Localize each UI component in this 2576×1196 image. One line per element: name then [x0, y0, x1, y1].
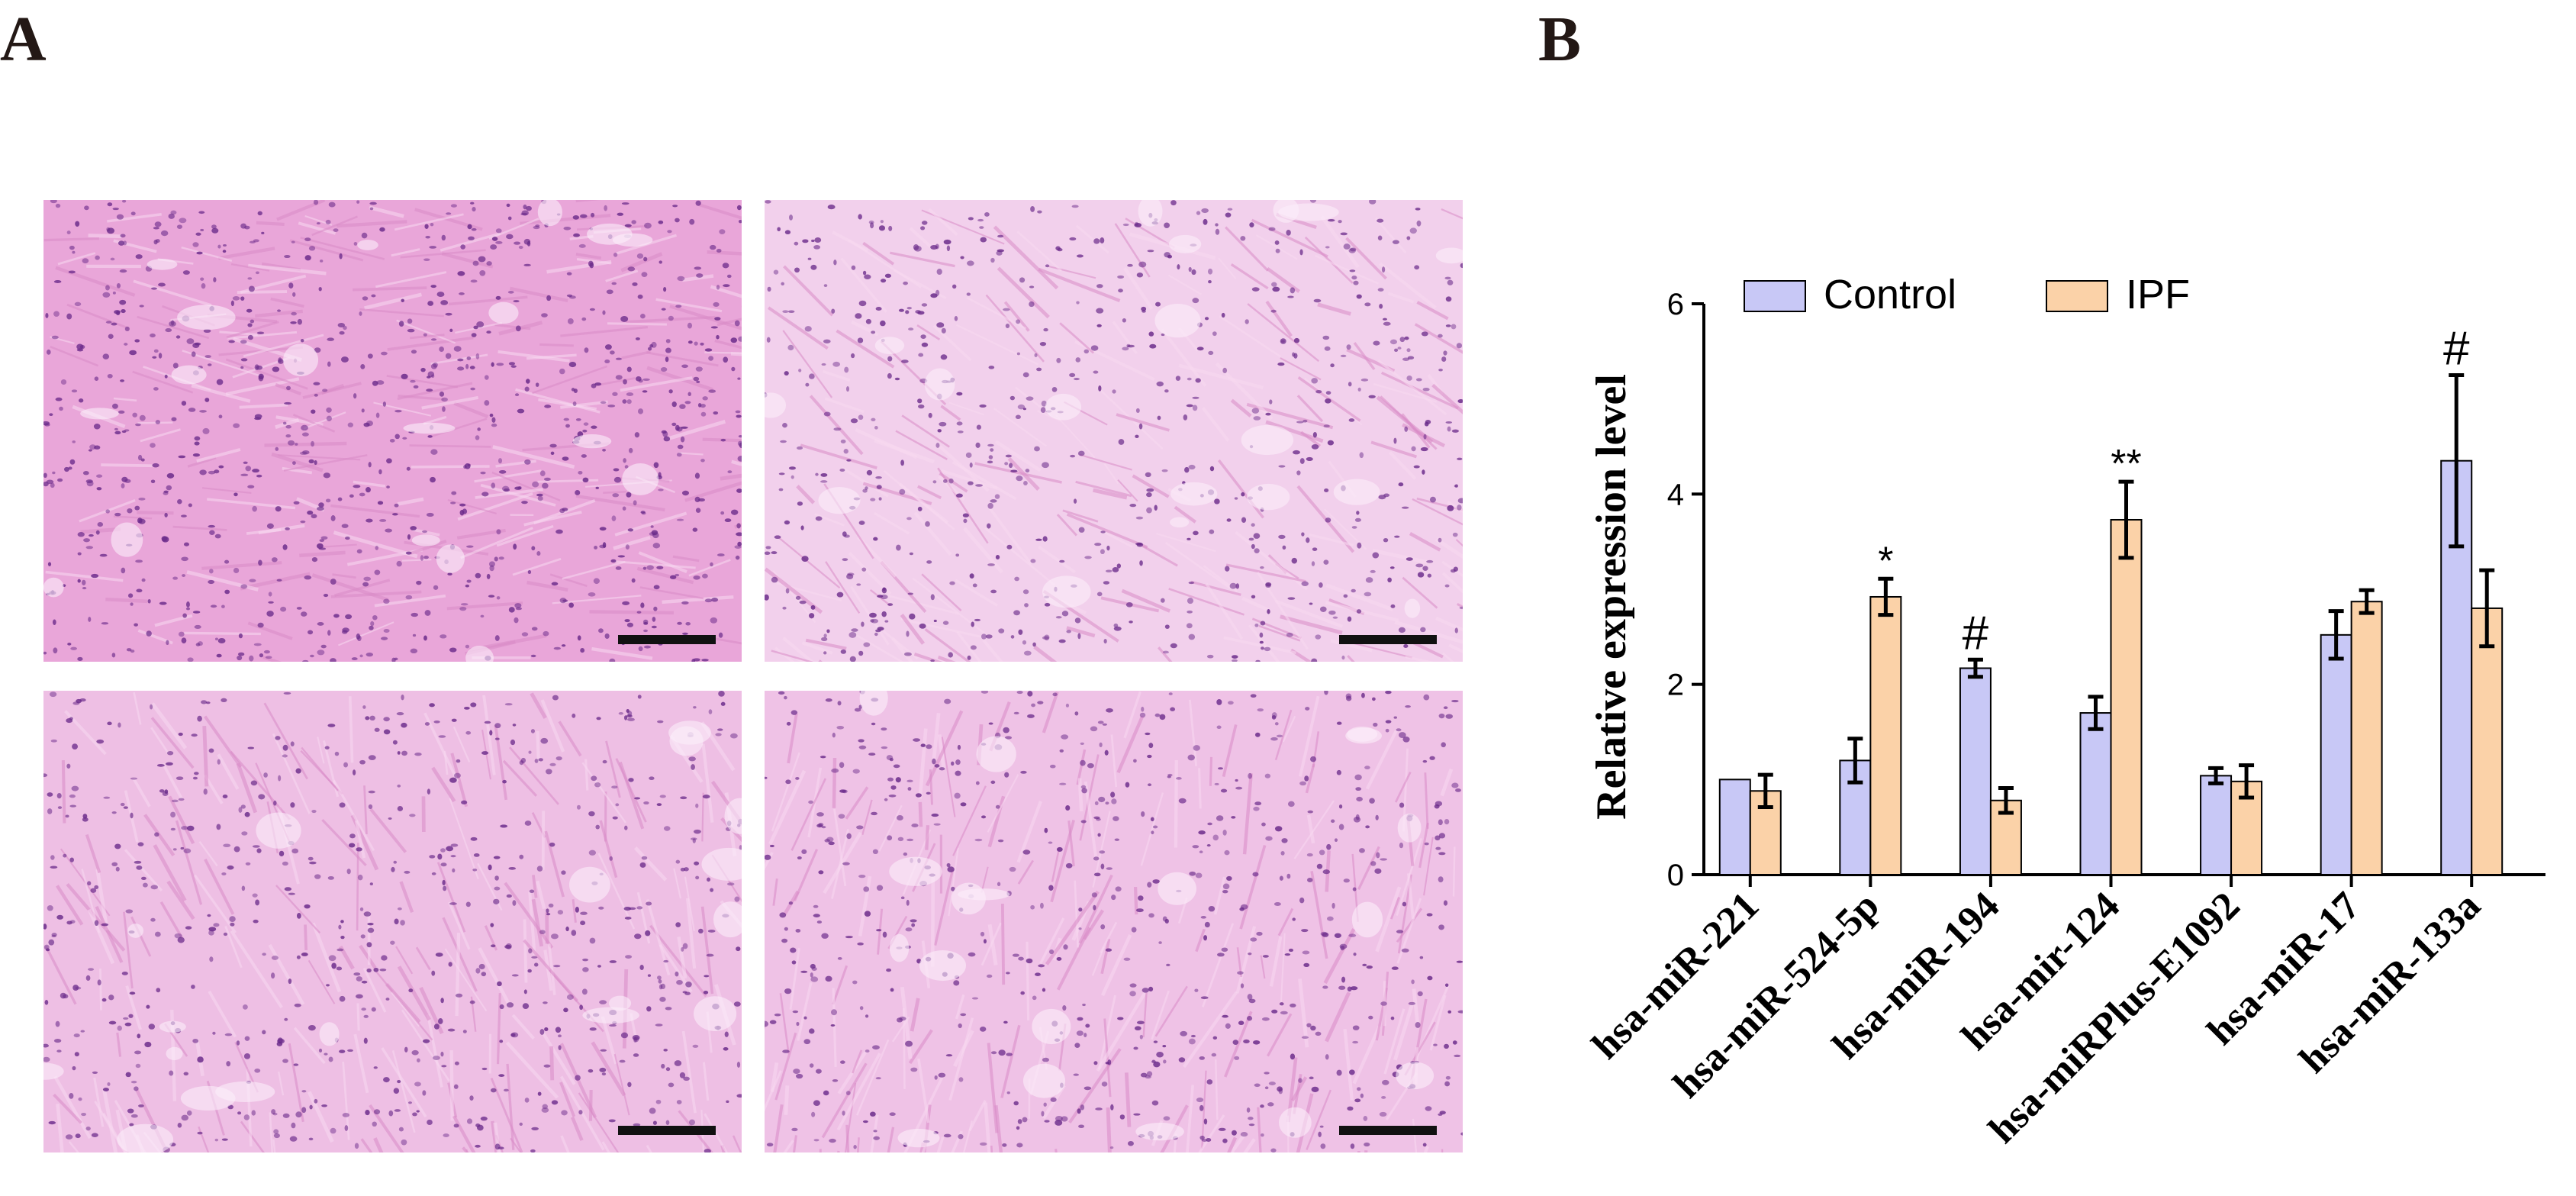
- error-bar: [2359, 588, 2375, 615]
- bar-chart: Control IPF Relative expression level 0 2…: [1557, 252, 2576, 1191]
- error-bar: [1998, 786, 2014, 815]
- error-bar: [2239, 763, 2255, 800]
- bar-chart-svg: Control IPF Relative expression level 0 2…: [1584, 272, 2545, 1152]
- scale-bar: [1339, 1126, 1437, 1135]
- scale-bar: [618, 1126, 716, 1135]
- y-tick-label: 6: [1667, 288, 1684, 321]
- scale-bar: [1339, 635, 1437, 644]
- bar-control: [1959, 667, 1992, 875]
- bar-control: [2200, 775, 2233, 876]
- micrograph-bottom-left-image: [43, 691, 742, 1152]
- bar-ipf: [2110, 518, 2143, 875]
- significance-marker: **: [2111, 442, 2141, 486]
- micrograph-top-right: [765, 200, 1463, 662]
- micrograph-top-left-image: [43, 200, 742, 662]
- x-tick-label: hsa-miR-524-5p: [1665, 884, 1888, 1107]
- error-bar: [2479, 568, 2495, 649]
- bar-control: [2320, 633, 2352, 875]
- error-bar: [2118, 479, 2134, 560]
- micrograph-bottom-left: [43, 691, 742, 1152]
- error-bar: [1847, 737, 1863, 785]
- micrograph-top-left: [43, 200, 742, 662]
- micrograph-bottom-right-image: [765, 691, 1463, 1152]
- legend-swatch-control: [1744, 280, 1806, 312]
- y-axis-label: Relative expression level: [1588, 374, 1635, 820]
- legend-swatch-ipf: [2046, 280, 2108, 312]
- error-bar: [2328, 609, 2344, 661]
- micrograph-top-right-image: [765, 200, 1463, 662]
- error-bar: [1757, 772, 1773, 809]
- y-tick-label: 2: [1667, 669, 1684, 702]
- bar-ipf: [2471, 607, 2504, 875]
- panel-label-a: A: [0, 4, 47, 75]
- bar-control: [1718, 779, 1751, 875]
- bar-control: [2079, 712, 2112, 875]
- legend-label-ipf: IPF: [2126, 272, 2190, 318]
- micrograph-bottom-right: [765, 691, 1463, 1152]
- bar-ipf: [1869, 595, 1902, 875]
- y-tick-label: 0: [1667, 859, 1684, 892]
- error-bar: [2208, 766, 2224, 785]
- legend-label-control: Control: [1824, 272, 1956, 318]
- significance-marker: *: [1878, 539, 1893, 583]
- significance-marker: #: [1963, 607, 1989, 659]
- error-bar: [1967, 657, 1983, 679]
- x-tick-labels: hsa-miR-221hsa-miR-524-5phsa-miR-194hsa-…: [1584, 884, 2489, 1152]
- y-tick-label: 4: [1667, 478, 1684, 511]
- scale-bar: [618, 635, 716, 644]
- error-bar: [2088, 695, 2104, 731]
- legend: Control IPF: [1744, 272, 2190, 318]
- error-bar: [2449, 373, 2465, 549]
- significance-marker: #: [2443, 323, 2470, 376]
- panel-label-b: B: [1538, 4, 1582, 75]
- error-bar: [1878, 576, 1894, 617]
- bars: * # ** #: [1718, 323, 2504, 887]
- bar-ipf: [2350, 601, 2383, 875]
